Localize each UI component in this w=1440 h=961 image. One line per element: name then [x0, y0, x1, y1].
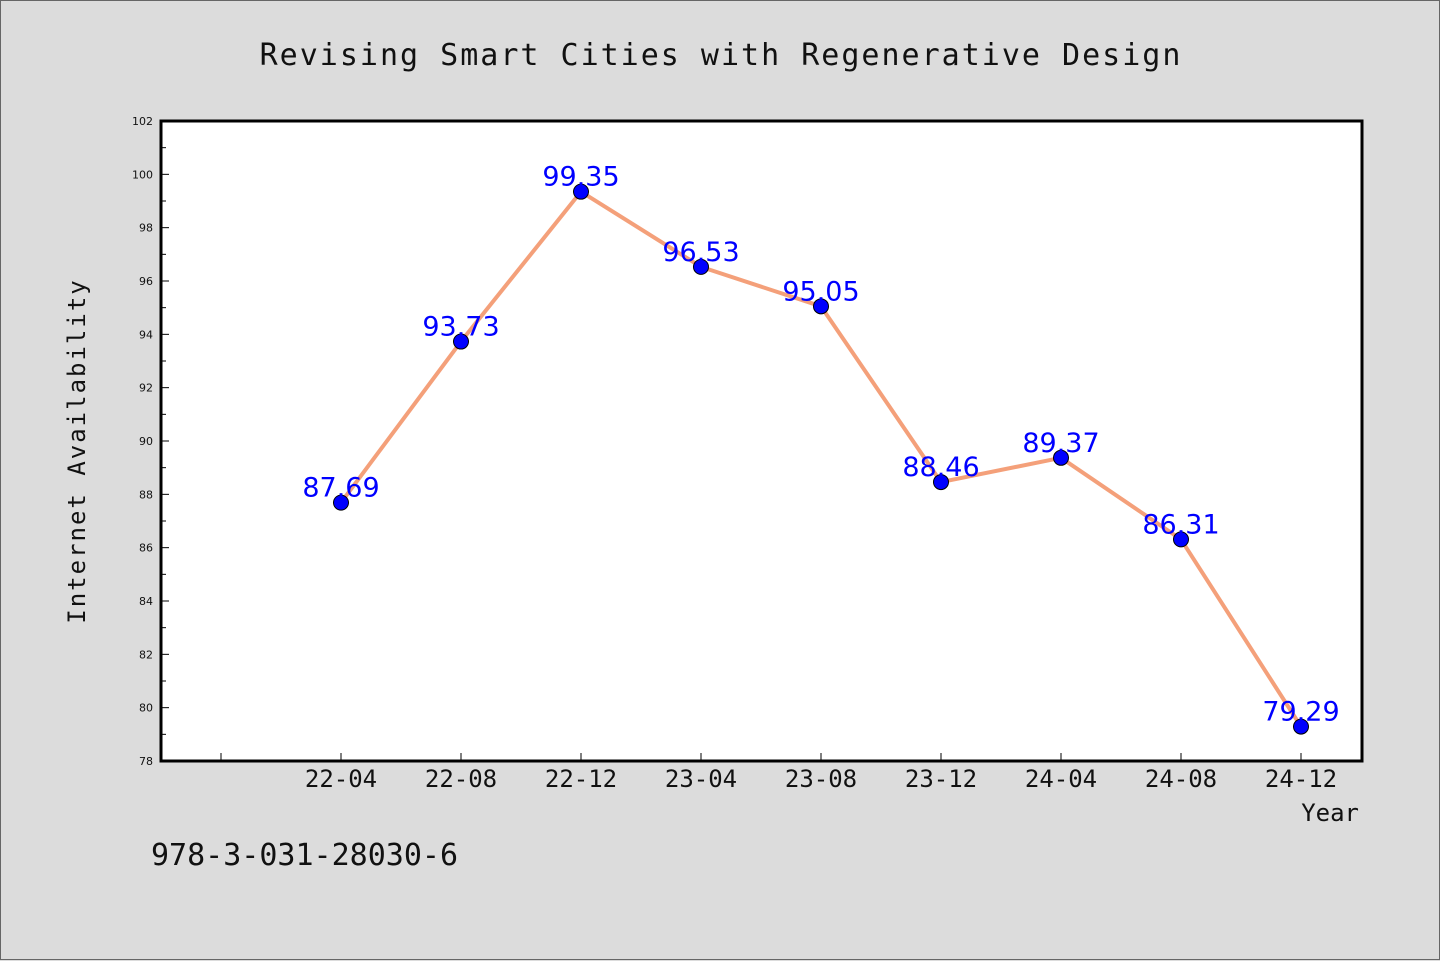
data-point [333, 494, 349, 511]
data-label: 99.35 [542, 162, 619, 193]
data-point [693, 258, 709, 275]
x-tick-label: 24-08 [1145, 765, 1217, 793]
y-axis-label: Internet Availability [63, 278, 91, 623]
y-tick-label: 78 [139, 755, 153, 768]
data-label: 93.73 [422, 312, 499, 343]
y-tick-label: 90 [139, 435, 153, 448]
data-point [1053, 449, 1069, 466]
y-tick-label: 80 [139, 702, 153, 715]
data-point [813, 298, 829, 315]
y-tick-label: 92 [139, 382, 153, 395]
data-label-group: 87.69 93.73 99.35 96.53 95.05 88.46 89.37 86.31… [302, 162, 1339, 728]
series-line-group [333, 183, 1309, 735]
data-point [933, 474, 949, 491]
x-tick-label: 24-04 [1025, 765, 1097, 793]
x-tick-label: 23-12 [905, 765, 977, 793]
x-axis-label: Year [1301, 799, 1359, 827]
x-axis: 22-04 22-08 22-12 23-04 23-08 23-12 24-04 24-08… [220, 753, 1337, 793]
y-tick-label: 84 [139, 595, 153, 608]
data-label: 95.05 [782, 276, 859, 307]
y-tick-label: 98 [139, 222, 153, 235]
data-label: 96.53 [662, 237, 739, 268]
y-tick-label: 86 [139, 542, 153, 555]
y-tick-label: 88 [139, 488, 153, 501]
x-tick-label: 22-08 [425, 765, 497, 793]
x-tick-label: 22-12 [545, 765, 617, 793]
plot-area [159, 119, 1364, 763]
data-label: 87.69 [302, 473, 379, 504]
footer-note: 978-3-031-28030-6 [151, 838, 458, 873]
data-label: 79.29 [1262, 697, 1339, 728]
y-tick-label: 82 [139, 648, 153, 661]
y-tick-label: 102 [132, 115, 153, 128]
data-label: 89.37 [1022, 428, 1099, 459]
chart-title: Revising Smart Cities with Regenerative … [260, 38, 1183, 73]
data-point [1293, 718, 1309, 735]
y-tick-label: 100 [132, 168, 153, 181]
data-label: 88.46 [902, 452, 979, 483]
data-point [453, 333, 469, 350]
x-tick-label: 23-04 [665, 765, 737, 793]
data-point [1173, 531, 1189, 548]
x-tick-label: 24-12 [1265, 765, 1337, 793]
y-tick-label: 94 [139, 328, 153, 341]
data-label: 86.31 [1142, 509, 1219, 540]
y-axis: 78 80 82 84 86 88 90 92 94 96 98 100 102 [132, 115, 169, 768]
x-tick-label: 23-08 [785, 765, 857, 793]
y-tick-label: 96 [139, 275, 153, 288]
data-point [573, 183, 589, 200]
x-tick-label: 22-04 [305, 765, 377, 793]
